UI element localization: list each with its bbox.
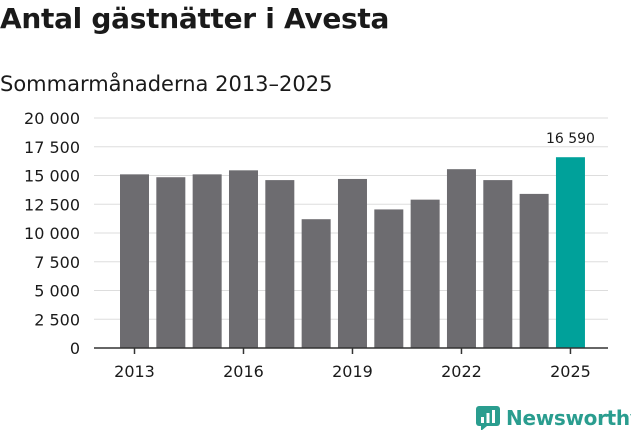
- bar: [156, 177, 186, 348]
- y-tick-label: 0: [70, 339, 80, 358]
- x-tick-label: 2016: [223, 362, 264, 381]
- x-tick-label: 2025: [550, 362, 591, 381]
- y-tick-label: 12 500: [24, 195, 80, 214]
- bar: [483, 180, 513, 348]
- bar-chart: 0 2 500 5 000 7 500 10 000 12 500 15 000 17 500…: [24, 109, 608, 381]
- y-tick-label: 2 500: [34, 310, 80, 329]
- bar: [555, 157, 585, 348]
- y-tick-label: 20 000: [24, 109, 80, 128]
- brand-name: Newsworthy: [506, 406, 631, 430]
- newsworthy-brand: Newsworthy: [476, 406, 631, 430]
- chart-subtitle: Sommarmånaderna 2013–2025: [0, 72, 333, 96]
- y-tick-label: 17 500: [24, 138, 80, 157]
- newsworthy-logo-icon: [476, 406, 500, 430]
- bar: [301, 219, 331, 348]
- bar: [120, 174, 149, 348]
- bar: [410, 199, 440, 348]
- bar: [446, 169, 476, 348]
- y-tick-label: 5 000: [34, 282, 80, 301]
- x-tick-label: 2022: [441, 362, 482, 381]
- y-tick-label: 10 000: [24, 224, 80, 243]
- y-tick-label: 7 500: [34, 253, 80, 272]
- bar: [519, 193, 549, 348]
- x-tick-label: 2013: [114, 362, 155, 381]
- x-tick-label: 2019: [332, 362, 373, 381]
- bar: [337, 178, 367, 348]
- bar: [265, 180, 295, 348]
- bar: [192, 174, 222, 348]
- bar: [228, 170, 258, 348]
- chart-title: Antal gästnätter i Avesta: [0, 2, 390, 35]
- bar-value-label: 16 590: [546, 131, 595, 147]
- bar: [374, 209, 404, 348]
- y-tick-label: 15 000: [24, 167, 80, 186]
